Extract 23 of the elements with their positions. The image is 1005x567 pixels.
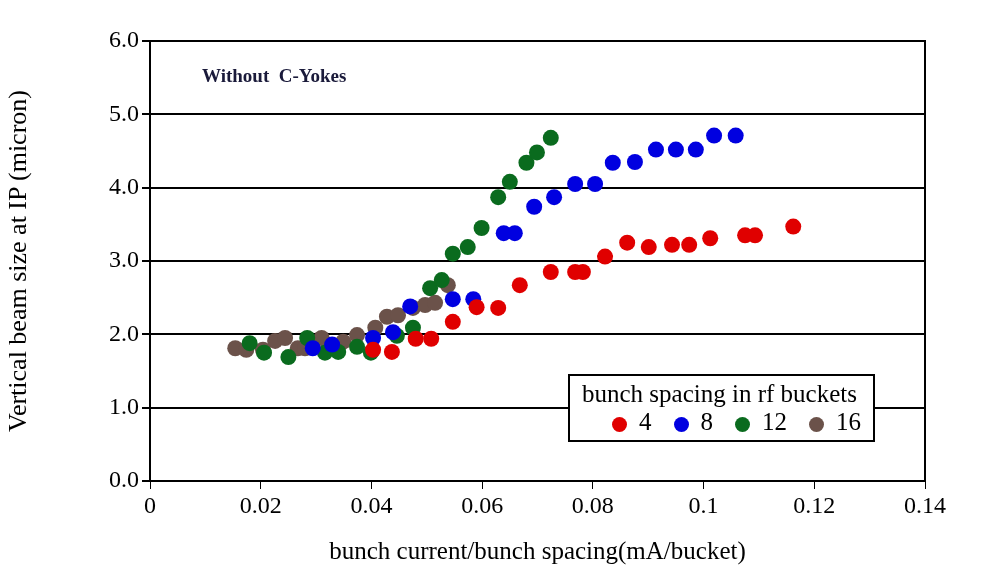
y-tick-label: 5.0 [109, 99, 139, 126]
legend-label: 4 [638, 408, 652, 436]
x-tick-label: 0.06 [461, 491, 504, 518]
x-tick-label: 0.12 [793, 491, 836, 518]
x-tick-label: 0.04 [350, 491, 393, 518]
legend-title: bunch spacing in rf buckets [582, 380, 858, 408]
y-tick-label: 6.0 [109, 26, 139, 53]
legend-label: 16 [835, 408, 861, 436]
y-tick-label: 0.0 [109, 466, 139, 493]
x-tick-label: 0 [144, 491, 156, 518]
annotation: Without C-Yokes [202, 65, 347, 87]
x-tick-label: 0.08 [571, 491, 614, 518]
y-tick-label: 2.0 [109, 319, 139, 346]
x-tick-label: 0.02 [239, 491, 282, 518]
legend-label: 8 [699, 408, 713, 436]
y-tick-label: 1.0 [109, 392, 139, 419]
y-tick-label: 3.0 [109, 246, 139, 273]
x-tick-label: 0.1 [688, 491, 719, 518]
legend-label: 12 [761, 408, 787, 436]
y-tick-label: 4.0 [109, 172, 139, 199]
x-tick-label: 0.14 [904, 491, 946, 518]
y-axis-title: Vertical beam size at IP (micron) [3, 90, 33, 432]
x-axis-title: bunch current/bunch spacing(mA/bucket) [329, 536, 746, 565]
